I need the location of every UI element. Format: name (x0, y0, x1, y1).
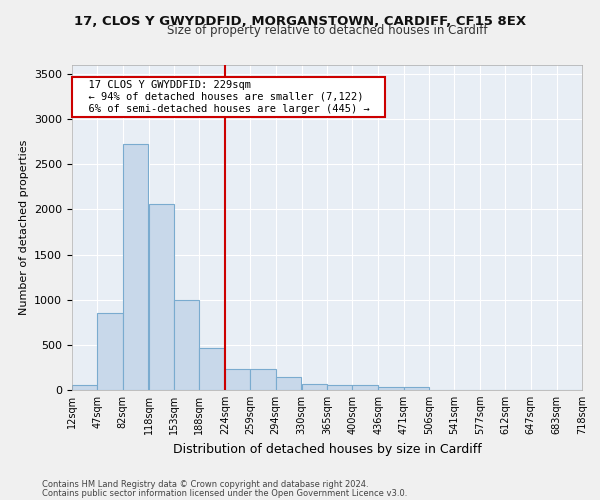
Bar (302, 384, 327, 390)
Text: Contains public sector information licensed under the Open Government Licence v3: Contains public sector information licen… (42, 488, 407, 498)
Bar (199, 348, 224, 390)
Text: Contains HM Land Registry data © Crown copyright and database right 2024.: Contains HM Land Registry data © Crown c… (42, 480, 368, 489)
Bar (97, 314, 122, 390)
X-axis label: Distribution of detached houses by size in Cardiff: Distribution of detached houses by size … (173, 442, 481, 456)
Bar (225, 369, 250, 390)
Bar (276, 378, 301, 390)
Bar (378, 387, 404, 390)
Bar (250, 369, 276, 390)
Bar (122, 144, 148, 390)
Bar (327, 385, 352, 390)
Title: Size of property relative to detached houses in Cardiff: Size of property relative to detached ho… (167, 24, 487, 38)
Bar (72, 384, 97, 390)
Bar (404, 388, 429, 390)
Bar (174, 300, 199, 390)
Bar (352, 386, 377, 390)
Text: 17, CLOS Y GWYDDFID, MORGANSTOWN, CARDIFF, CF15 8EX: 17, CLOS Y GWYDDFID, MORGANSTOWN, CARDIF… (74, 15, 526, 28)
Bar (149, 204, 174, 390)
Y-axis label: Number of detached properties: Number of detached properties (19, 140, 29, 315)
Text: 17 CLOS Y GWYDDFID: 229sqm  
  ← 94% of detached houses are smaller (7,122)  
  : 17 CLOS Y GWYDDFID: 229sqm ← 94% of deta… (76, 80, 382, 114)
